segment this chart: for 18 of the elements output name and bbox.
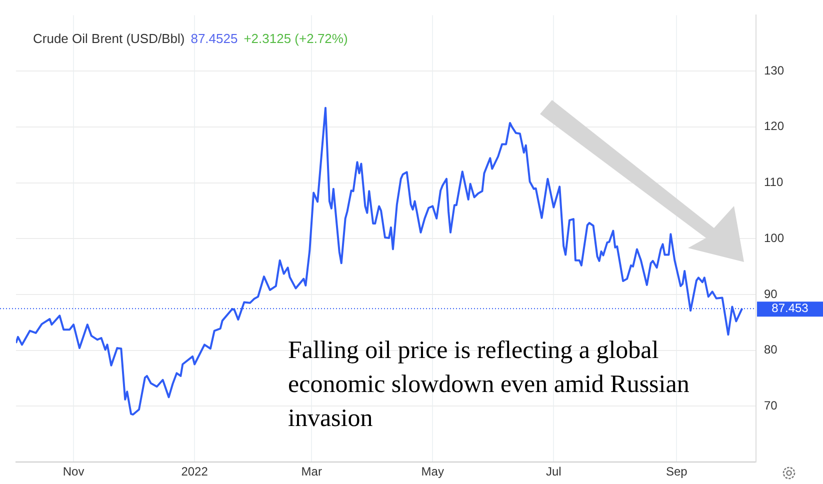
x-tick-label: 2022	[181, 464, 208, 479]
x-tick-label: Sep	[666, 464, 688, 479]
annotation: 87.4525	[190, 31, 238, 46]
annotation: +2.3125 (+2.72%)	[244, 31, 348, 46]
ref-line-label: 87.453	[772, 300, 809, 315]
x-tick-label: May	[421, 464, 444, 479]
y-tick-label: 90	[764, 286, 778, 301]
x-tick-label: Jul	[546, 464, 562, 479]
y-tick-label: 100	[764, 230, 784, 245]
x-tick-label: Mar	[301, 464, 322, 479]
annotation: Falling oil price is reflecting a global economic slowdown even amid Russian invasion	[288, 336, 690, 434]
y-tick-label: 130	[764, 63, 784, 78]
y-tick-label: 70	[764, 398, 778, 412]
y-tick-label: 120	[764, 119, 784, 134]
y-tick-label: 80	[764, 342, 778, 357]
x-tick-label: Nov	[62, 464, 84, 479]
y-tick-label: 110	[764, 175, 784, 190]
text: Crude Oil Brent (USD/Bbl)	[33, 31, 185, 46]
